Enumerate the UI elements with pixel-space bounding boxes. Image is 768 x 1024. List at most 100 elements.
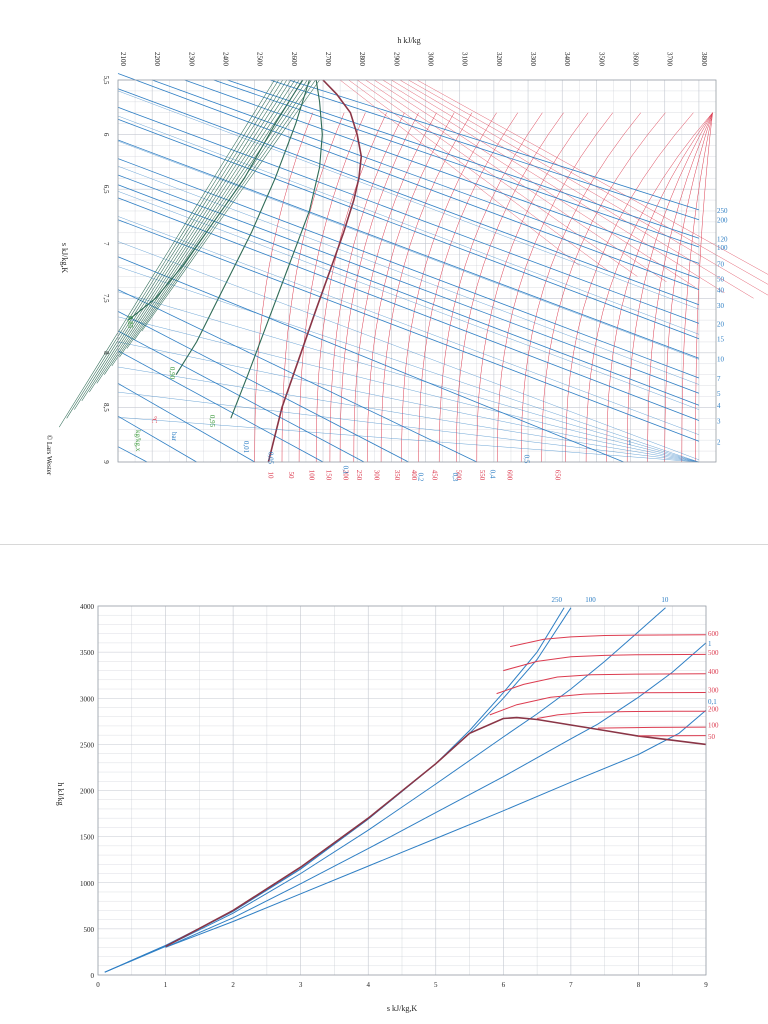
series-pressure-5 bbox=[117, 174, 700, 394]
pressure-label-right: 15 bbox=[717, 336, 725, 344]
chart2-y-axis-title: h kJ/kg bbox=[56, 782, 65, 805]
pressure-label-right: 5 bbox=[717, 390, 721, 398]
minor-isobar bbox=[117, 366, 699, 463]
pressure-label-bottom: 0,2 bbox=[417, 473, 425, 482]
temperature-label: 500 bbox=[454, 470, 462, 481]
isotherm-line bbox=[399, 79, 768, 296]
chart1-series bbox=[58, 73, 768, 463]
minor-isobar bbox=[117, 115, 699, 335]
chart1-x-axis-title: h kJ/kg bbox=[397, 36, 420, 45]
series-pressure-0-01 bbox=[117, 446, 148, 463]
x-tick-label: 2100 bbox=[119, 52, 127, 67]
isotherm-line bbox=[565, 112, 694, 463]
quality-line bbox=[96, 79, 296, 384]
series-temperature-500 bbox=[503, 653, 707, 672]
quality-line bbox=[81, 79, 288, 402]
series-saturation-Saturation bbox=[165, 716, 707, 948]
pressure-label-right: 120 bbox=[717, 235, 728, 243]
legend-bar-label: bar bbox=[170, 432, 178, 442]
right-series-label: 50 bbox=[708, 733, 716, 741]
series-temperature-200 bbox=[537, 710, 706, 719]
isotherm-line bbox=[681, 112, 713, 463]
x-tick-label: 6 bbox=[502, 981, 506, 989]
right-series-label: 500 bbox=[708, 649, 719, 657]
x-tick-label: 0 bbox=[96, 981, 100, 989]
minor-isobar bbox=[117, 417, 699, 463]
temperature-label: 650 bbox=[553, 470, 561, 481]
x-tick-label: 2300 bbox=[187, 52, 195, 67]
chart2-axes: 0 1 2 3 4 5 6 7 8 9050010001500200025003000350040… bbox=[80, 596, 719, 989]
pressure-label-right: 30 bbox=[717, 302, 725, 310]
series-temperature-300 bbox=[489, 692, 707, 716]
series-pressure-15 bbox=[117, 118, 700, 340]
x-tick-label: 2500 bbox=[256, 52, 264, 67]
isotherm-line bbox=[647, 112, 713, 462]
series-pressure-70 bbox=[184, 79, 700, 264]
x-tick-label: 3100 bbox=[461, 52, 469, 67]
x-tick-label: 9 bbox=[704, 981, 708, 989]
y-tick-label: 1000 bbox=[80, 880, 95, 888]
x-tick-label: 2200 bbox=[153, 52, 161, 67]
series-pressure-0-3 bbox=[117, 330, 365, 463]
isotherm-line bbox=[497, 112, 613, 463]
isotherm-line bbox=[664, 112, 713, 463]
x-tick-label: 3600 bbox=[632, 52, 640, 67]
minor-isobar bbox=[117, 316, 699, 463]
pressure-label-right: 20 bbox=[717, 320, 725, 328]
temperature-label: 600 bbox=[506, 470, 514, 481]
pressure-label-right: 1 bbox=[628, 439, 632, 447]
isotherm-line bbox=[401, 112, 497, 463]
series-pressure-0-5 bbox=[117, 289, 477, 463]
series-pressure-0-2 bbox=[117, 350, 324, 463]
quality-line bbox=[74, 79, 283, 410]
x-tick-label: 3700 bbox=[666, 52, 674, 67]
y-tick-label: 500 bbox=[84, 926, 95, 934]
quality-label: 0,85 bbox=[126, 316, 134, 329]
quality-line bbox=[141, 79, 320, 332]
x-tick-label: 2 bbox=[231, 981, 235, 989]
quality-line bbox=[111, 79, 304, 367]
pressure-label-right: 3 bbox=[717, 418, 721, 426]
series-pressure-30 bbox=[117, 88, 700, 306]
series-quality-0-95 bbox=[230, 79, 323, 419]
series-saturation-Saturationx1 bbox=[267, 79, 363, 463]
y-tick-label: 3500 bbox=[80, 649, 95, 657]
legend-quality-label: kg/kg,x bbox=[134, 430, 142, 452]
x-tick-label: 2700 bbox=[324, 52, 332, 67]
temperature-label: 450 bbox=[430, 470, 438, 481]
temperature-label: 300 bbox=[372, 470, 380, 481]
chart2-x-axis-title: s kJ/kg,K bbox=[387, 1004, 417, 1013]
pressure-label-right: 40 bbox=[717, 287, 725, 295]
quality-line bbox=[104, 79, 300, 375]
x-tick-label: 2800 bbox=[358, 52, 366, 67]
pressure-label-right: 7 bbox=[717, 375, 721, 383]
temperature-label: 100 bbox=[307, 470, 315, 481]
x-tick-label: 2900 bbox=[392, 52, 400, 67]
temperature-label: 10 bbox=[266, 472, 274, 480]
pressure-label-right: 50 bbox=[717, 276, 725, 284]
x-tick-label: 3500 bbox=[597, 52, 605, 67]
quality-label: 0,01 bbox=[242, 441, 250, 454]
pressure-label-bottom: 0,3 bbox=[451, 473, 459, 482]
chart1-axes: 2100 2200 2300 2400 2500 2600 2700 2800 2900 3000… bbox=[102, 52, 728, 482]
chart2-series bbox=[104, 607, 707, 973]
series-pressure-2 bbox=[117, 219, 700, 442]
series-pressure-50 bbox=[152, 79, 700, 279]
x-tick-label: 3300 bbox=[529, 52, 537, 67]
series-pressure-20 bbox=[117, 106, 700, 324]
series-temperature-100 bbox=[597, 726, 707, 729]
isotherm-line bbox=[606, 112, 713, 463]
pressure-label-bottom: 0,5 bbox=[523, 455, 531, 464]
temperature-label: 400 bbox=[410, 470, 418, 481]
series-pressure-1 bbox=[165, 642, 707, 948]
quality-line bbox=[126, 79, 312, 349]
quality-label: 0,90 bbox=[168, 367, 176, 380]
minor-isobar bbox=[117, 90, 699, 310]
y-tick-label: 6 bbox=[102, 133, 110, 137]
y-tick-label: 9 bbox=[102, 460, 110, 464]
quality-label: 0,95 bbox=[208, 415, 216, 428]
pressure-label-right: 100 bbox=[717, 244, 728, 252]
pressure-label-right: 2 bbox=[717, 438, 721, 446]
series-pressure-120 bbox=[227, 79, 700, 239]
minor-isobar bbox=[117, 391, 699, 463]
